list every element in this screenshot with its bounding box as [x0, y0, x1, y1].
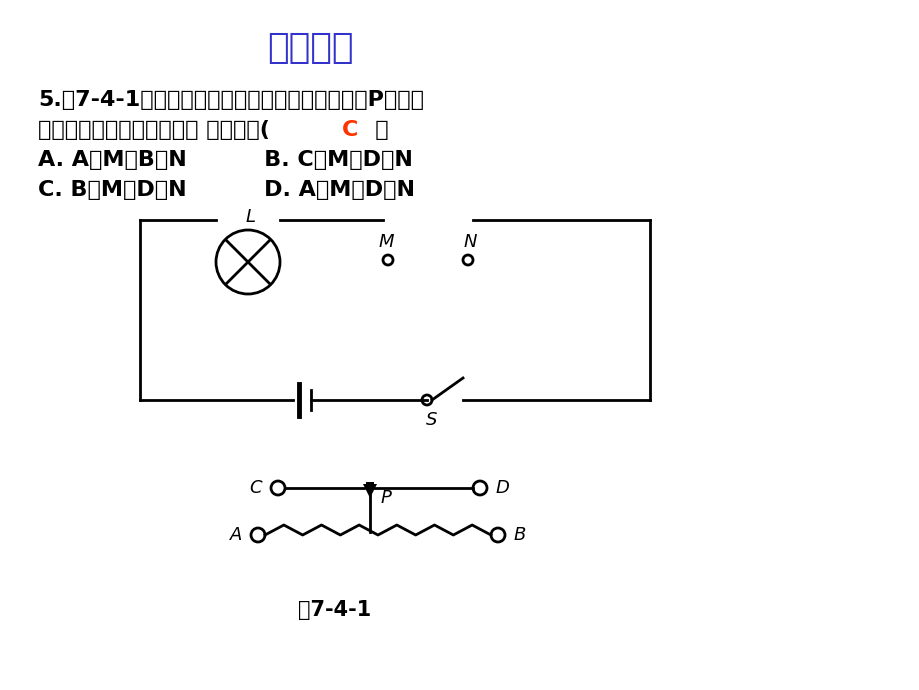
Text: L: L [245, 208, 255, 226]
Text: N: N [463, 233, 476, 251]
Text: 5.图7-4-1所示为控制电灯亮度的电路，要求滑片P右移时: 5.图7-4-1所示为控制电灯亮度的电路，要求滑片P右移时 [38, 90, 424, 110]
Text: 课前热身: 课前热身 [267, 31, 353, 65]
Text: M: M [378, 233, 393, 251]
FancyArrow shape [363, 482, 377, 498]
Text: B: B [513, 526, 526, 544]
Text: A: A [230, 526, 242, 544]
Text: 图7-4-1: 图7-4-1 [298, 600, 371, 620]
Text: C. B接M，D接N          D. A接M，D接N: C. B接M，D接N D. A接M，D接N [38, 180, 414, 200]
Text: ）: ） [351, 120, 388, 140]
Text: 电灯变亮，变阻器接入电路 的方式是(: 电灯变亮，变阻器接入电路 的方式是( [38, 120, 293, 140]
Text: P: P [380, 489, 391, 507]
Text: C: C [342, 120, 358, 140]
Text: A. A接M，B接N          B. C接M，D接N: A. A接M，B接N B. C接M，D接N [38, 150, 413, 170]
Text: S: S [425, 411, 437, 429]
Text: C: C [249, 479, 262, 497]
Text: D: D [494, 479, 508, 497]
